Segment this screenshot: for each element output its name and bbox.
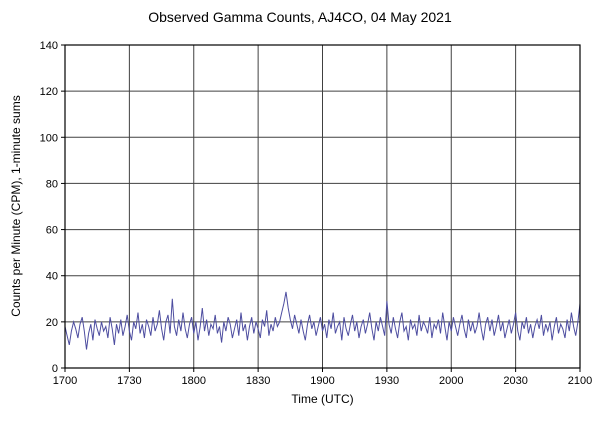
data-line — [64, 291, 581, 350]
svg-text:140: 140 — [40, 40, 58, 52]
svg-text:20: 20 — [46, 317, 58, 329]
svg-text:2030: 2030 — [503, 375, 527, 387]
svg-text:0: 0 — [52, 363, 58, 375]
svg-text:2100: 2100 — [568, 375, 592, 387]
x-axis-label: Time (UTC) — [291, 392, 354, 406]
tick-marks — [61, 44, 581, 372]
svg-text:1900: 1900 — [310, 375, 334, 387]
chart-title: Observed Gamma Counts, AJ4CO, 04 May 202… — [148, 9, 452, 25]
svg-text:60: 60 — [46, 225, 58, 237]
svg-text:40: 40 — [46, 271, 58, 283]
y-tick-labels: 0 20 40 60 80 100 120 140 — [40, 40, 58, 375]
svg-text:1700: 1700 — [53, 375, 77, 387]
svg-text:100: 100 — [40, 132, 58, 144]
x-tick-labels: 1700 1730 1800 1830 1900 1930 2000 2030 2100 — [53, 375, 592, 387]
grid-lines — [64, 44, 581, 369]
svg-text:1830: 1830 — [246, 375, 270, 387]
svg-text:120: 120 — [40, 86, 58, 98]
svg-text:80: 80 — [46, 178, 58, 190]
svg-text:1800: 1800 — [182, 375, 206, 387]
svg-text:1930: 1930 — [375, 375, 399, 387]
svg-text:1730: 1730 — [117, 375, 141, 387]
svg-text:2000: 2000 — [439, 375, 463, 387]
